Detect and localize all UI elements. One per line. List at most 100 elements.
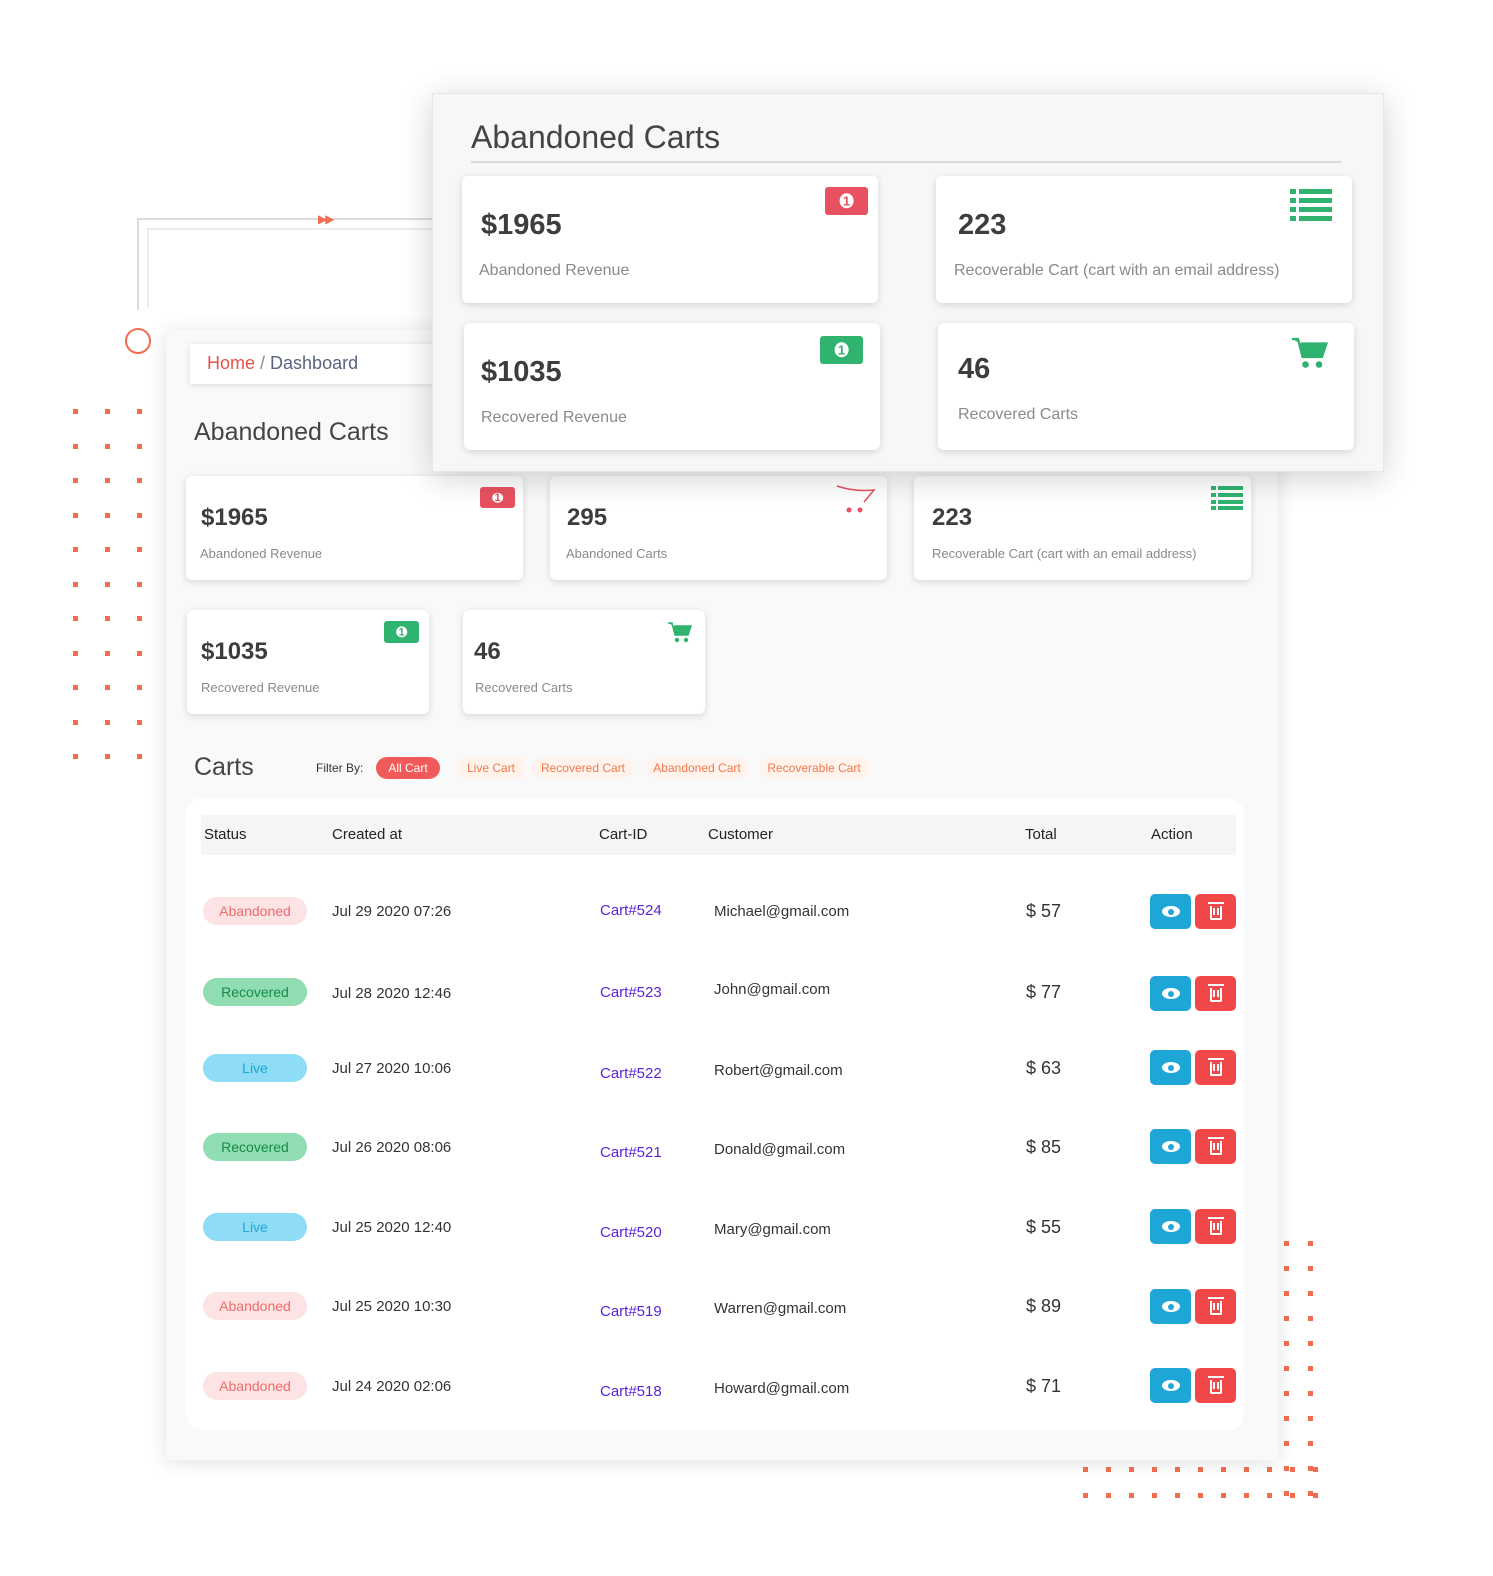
customer-email: Warren@gmail.com (714, 1300, 847, 1317)
stat-value: 223 (932, 504, 973, 531)
decorative-dot (137, 512, 142, 518)
decorative-dot (1284, 1491, 1289, 1496)
created-at: Jul 24 2020 02:06 (332, 1378, 452, 1395)
cart-id-link[interactable]: Cart#524 (600, 902, 662, 919)
decorative-dot (1244, 1467, 1249, 1472)
money-icon: 1 (820, 336, 863, 364)
stat-card-abandoned-carts: 295 Abandoned Carts (550, 476, 887, 580)
customer-email: Donald@gmail.com (714, 1141, 846, 1158)
cart-id-link[interactable]: Cart#523 (600, 984, 662, 1001)
trash-icon (1207, 1297, 1224, 1315)
stat-label: Recovered Carts (475, 680, 573, 695)
decorative-dot (1308, 1366, 1313, 1371)
decorative-dots-bottom (1083, 1467, 1318, 1498)
view-button[interactable] (1150, 1289, 1191, 1324)
decorative-dot (1308, 1241, 1313, 1246)
delete-button[interactable] (1195, 1289, 1236, 1324)
cart-id-link[interactable]: Cart#518 (600, 1383, 662, 1400)
delete-button[interactable] (1195, 1209, 1236, 1244)
view-button[interactable] (1150, 976, 1191, 1011)
cart-id-link[interactable]: Cart#521 (600, 1144, 662, 1161)
decorative-dot (105, 478, 110, 483)
decorative-dot (137, 685, 142, 690)
decorative-dot (105, 650, 110, 656)
decorative-dot (1308, 1291, 1313, 1296)
eye-icon (1161, 1380, 1180, 1391)
decorative-dot (105, 754, 110, 759)
cart-id-link[interactable]: Cart#519 (600, 1303, 662, 1320)
decorative-dot (105, 547, 110, 552)
decorative-dot (1313, 1467, 1318, 1472)
decorative-dot (1083, 1493, 1088, 1498)
filter-chip-all-cart[interactable]: All Cart (376, 757, 440, 779)
dashboard-panel: Home / Dashboard Abandoned Carts $1965 A… (166, 330, 1278, 1460)
fast-forward-icon: ▶▶ (318, 212, 335, 226)
cart-total: $ 71 (1026, 1376, 1062, 1396)
cart-id-link[interactable]: Cart#522 (600, 1065, 662, 1082)
cart-outline-icon (836, 485, 876, 513)
decorative-dot (73, 478, 78, 483)
eye-icon (1161, 988, 1180, 999)
column-header-total: Total (1025, 826, 1057, 843)
decorative-dot (1284, 1366, 1289, 1371)
status-badge: Abandoned (203, 1372, 307, 1400)
overlay-stat-recovered-revenue: $1035 Recovered Revenue 1 (464, 323, 880, 450)
delete-button[interactable] (1195, 976, 1236, 1011)
decorative-dot (1308, 1491, 1313, 1496)
cart-total: $ 63 (1026, 1058, 1062, 1078)
decorative-dot (1290, 1493, 1295, 1498)
decorative-dot (1129, 1467, 1134, 1472)
decorative-dot (1198, 1467, 1203, 1472)
stat-value: $1965 (481, 209, 562, 241)
view-button[interactable] (1150, 1050, 1191, 1085)
column-header-action: Action (1151, 826, 1193, 843)
decorative-dot (1106, 1493, 1111, 1498)
decorative-dot (1267, 1467, 1272, 1472)
connector-line (137, 218, 139, 310)
customer-email: Michael@gmail.com (714, 903, 850, 920)
trash-icon (1207, 1217, 1224, 1235)
delete-button[interactable] (1195, 894, 1236, 929)
decorative-dot (73, 443, 78, 449)
table-row: Abandoned Jul 29 2020 07:26 Cart#524 Mic… (186, 894, 1244, 935)
filter-chip-live-cart[interactable]: Live Cart (457, 757, 525, 779)
decorative-dot (105, 443, 110, 449)
decorative-dot (1244, 1493, 1249, 1498)
stat-value: 223 (958, 209, 1007, 241)
stat-card-abandoned-revenue: $1965 Abandoned Revenue 1 (186, 476, 523, 580)
decorative-dot (73, 581, 78, 587)
delete-button[interactable] (1195, 1129, 1236, 1164)
decorative-dot (1152, 1493, 1157, 1498)
stat-label: Recoverable Cart (cart with an email add… (932, 546, 1197, 561)
decorative-dot (1083, 1467, 1088, 1472)
filter-chip-abandoned-cart[interactable]: Abandoned Cart (646, 757, 748, 779)
customer-email: Mary@gmail.com (714, 1221, 831, 1238)
view-button[interactable] (1150, 1129, 1191, 1164)
created-at: Jul 27 2020 10:06 (332, 1060, 452, 1077)
decorative-dot (1221, 1493, 1226, 1498)
breadcrumb-home-link[interactable]: Home (207, 353, 256, 373)
stat-card-recovered-revenue: $1035 Recovered Revenue 1 (187, 610, 429, 714)
filter-chip-recovered-cart[interactable]: Recovered Cart (532, 757, 634, 779)
page-title: Abandoned Carts (194, 418, 389, 446)
decorative-dot (1284, 1266, 1289, 1271)
decorative-dot (73, 616, 78, 621)
decorative-dot (1284, 1416, 1289, 1421)
created-at: Jul 25 2020 12:40 (332, 1219, 452, 1236)
connector-line (147, 228, 149, 308)
overlay-panel: Abandoned Carts $1965 Abandoned Revenue … (432, 93, 1384, 472)
decorative-dot (1313, 1493, 1318, 1498)
delete-button[interactable] (1195, 1050, 1236, 1085)
view-button[interactable] (1150, 894, 1191, 929)
breadcrumb-current: Dashboard (270, 353, 359, 373)
delete-button[interactable] (1195, 1368, 1236, 1403)
view-button[interactable] (1150, 1368, 1191, 1403)
filter-chip-recoverable-cart[interactable]: Recoverable Cart (760, 757, 868, 779)
stat-label: Recoverable Cart (cart with an email add… (954, 262, 1280, 279)
status-badge: Recovered (203, 978, 307, 1006)
decorative-dot (1308, 1391, 1313, 1396)
view-button[interactable] (1150, 1209, 1191, 1244)
cart-id-link[interactable]: Cart#520 (600, 1224, 662, 1241)
decorative-dot (105, 685, 110, 690)
overlay-title: Abandoned Carts (471, 119, 721, 155)
